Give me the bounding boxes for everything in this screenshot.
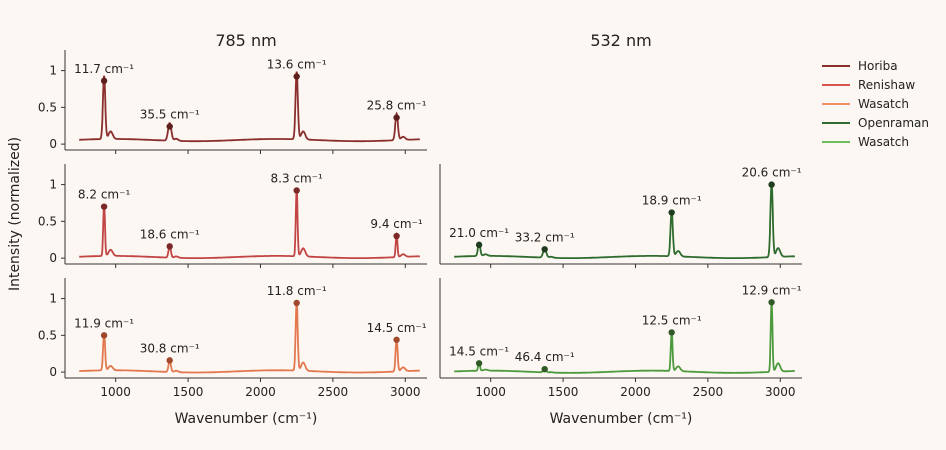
peak-marker bbox=[293, 299, 300, 307]
peak-marker bbox=[541, 246, 548, 253]
legend-swatch bbox=[822, 121, 850, 124]
x-tick-label: 3000 bbox=[765, 385, 796, 399]
peak-marker bbox=[293, 187, 300, 194]
peak-label: 11.8 cm⁻¹ bbox=[267, 284, 327, 298]
peak-label: 30.8 cm⁻¹ bbox=[140, 341, 200, 355]
peak-marker bbox=[541, 365, 548, 373]
peak-label: 21.0 cm⁻¹ bbox=[449, 226, 509, 240]
x-tick-label: 2000 bbox=[245, 385, 276, 399]
y-axis-label: Intensity (normalized) bbox=[7, 137, 23, 291]
peak-marker bbox=[475, 241, 483, 249]
peak-label: 25.8 cm⁻¹ bbox=[367, 99, 427, 113]
x-tick-label: 1000 bbox=[475, 385, 506, 399]
legend-label: Openraman bbox=[858, 115, 929, 130]
peak-marker bbox=[768, 299, 775, 306]
y-tick-label: 1 bbox=[49, 64, 57, 78]
x-axis-label-right: Wavenumber (cm⁻¹) bbox=[550, 411, 693, 427]
peak-label: 20.6 cm⁻¹ bbox=[742, 166, 802, 180]
legend-label: Renishaw bbox=[858, 77, 916, 92]
x-tick-label: 1500 bbox=[548, 385, 579, 399]
peak-marker bbox=[100, 203, 108, 210]
peak-marker bbox=[668, 209, 675, 216]
spectrum-line-horiba bbox=[79, 71, 420, 143]
peak-label: 18.6 cm⁻¹ bbox=[140, 227, 200, 241]
peak-label: 14.5 cm⁻¹ bbox=[449, 344, 509, 358]
peak-marker bbox=[166, 357, 173, 364]
peak-marker bbox=[668, 329, 675, 336]
peak-label: 18.9 cm⁻¹ bbox=[642, 194, 702, 208]
legend-item-horiba[interactable]: Horiba bbox=[822, 56, 929, 75]
x-tick-label: 2000 bbox=[620, 385, 651, 399]
legend-label: Horiba bbox=[858, 58, 898, 73]
legend-item-wasatch-532[interactable]: Wasatch bbox=[822, 132, 929, 151]
peak-marker bbox=[100, 77, 108, 85]
peak-label: 12.5 cm⁻¹ bbox=[642, 313, 702, 327]
legend-label: Wasatch bbox=[858, 134, 909, 149]
peak-label: 8.2 cm⁻¹ bbox=[78, 188, 131, 202]
peak-label: 13.6 cm⁻¹ bbox=[267, 57, 327, 71]
peak-label: 11.9 cm⁻¹ bbox=[74, 316, 134, 330]
col-title-785: 785 nm bbox=[215, 31, 276, 50]
peak-label: 9.4 cm⁻¹ bbox=[370, 217, 423, 231]
peak-marker bbox=[293, 73, 300, 80]
legend-swatch bbox=[822, 140, 850, 143]
peak-label: 8.3 cm⁻¹ bbox=[271, 171, 324, 185]
legend-swatch bbox=[822, 102, 850, 105]
col-title-532: 532 nm bbox=[590, 31, 651, 50]
peak-marker bbox=[100, 332, 108, 339]
spectrum-line-renishaw bbox=[79, 188, 421, 260]
peak-label: 33.2 cm⁻¹ bbox=[515, 230, 575, 244]
spectrum-line-wasatch bbox=[79, 301, 420, 374]
y-tick-label: 1 bbox=[49, 178, 57, 192]
peak-label: 11.7 cm⁻¹ bbox=[74, 62, 134, 76]
peak-marker bbox=[393, 114, 400, 121]
y-tick-label: 0 bbox=[49, 365, 57, 379]
y-tick-label: 1 bbox=[49, 292, 57, 306]
peak-label: 14.5 cm⁻¹ bbox=[367, 321, 427, 335]
y-tick-label: 0.5 bbox=[38, 100, 57, 114]
legend-swatch bbox=[822, 83, 850, 86]
spectrum-line-openraman bbox=[454, 183, 796, 260]
legend: Horiba Renishaw Wasatch Openraman Wasatc… bbox=[822, 56, 929, 151]
peak-label: 46.4 cm⁻¹ bbox=[515, 350, 575, 364]
legend-item-renishaw[interactable]: Renishaw bbox=[822, 75, 929, 94]
x-tick-label: 2500 bbox=[693, 385, 724, 399]
x-tick-label: 3000 bbox=[390, 385, 421, 399]
peak-marker bbox=[166, 123, 173, 130]
legend-swatch bbox=[822, 64, 850, 67]
x-tick-label: 2500 bbox=[318, 385, 349, 399]
y-tick-label: 0 bbox=[49, 251, 57, 265]
x-axis-label-left: Wavenumber (cm⁻¹) bbox=[175, 411, 318, 427]
x-tick-label: 1500 bbox=[173, 385, 204, 399]
x-tick-label: 1000 bbox=[100, 385, 131, 399]
peak-marker bbox=[393, 336, 400, 343]
legend-item-wasatch-785[interactable]: Wasatch bbox=[822, 94, 929, 113]
legend-label: Wasatch bbox=[858, 96, 909, 111]
y-tick-label: 0 bbox=[49, 137, 57, 151]
peak-label: 35.5 cm⁻¹ bbox=[140, 107, 200, 121]
y-tick-label: 0.5 bbox=[38, 214, 57, 228]
peak-marker bbox=[393, 232, 400, 240]
peak-marker bbox=[475, 360, 483, 367]
peak-label: 12.9 cm⁻¹ bbox=[742, 283, 802, 297]
y-tick-label: 0.5 bbox=[38, 328, 57, 342]
peak-marker bbox=[166, 243, 173, 250]
peak-marker bbox=[768, 181, 775, 188]
spectrum-line-wasatch bbox=[453, 301, 795, 374]
legend-item-openraman[interactable]: Openraman bbox=[822, 113, 929, 132]
